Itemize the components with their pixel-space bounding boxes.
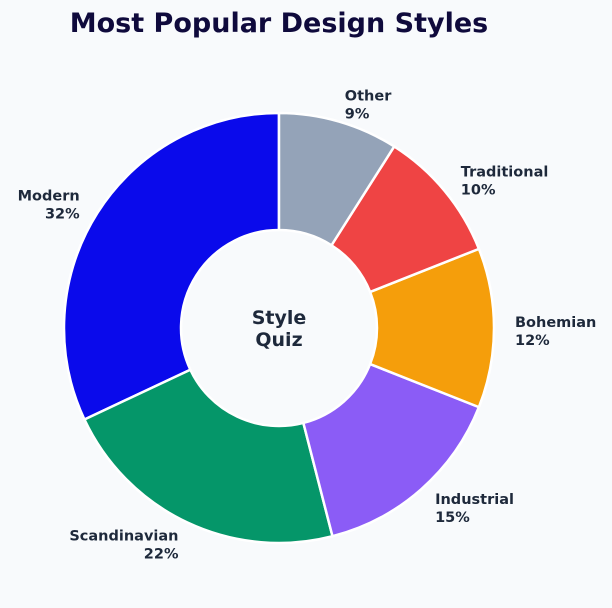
slice-label-industrial: Industrial <box>435 492 514 508</box>
slice-modern <box>62 111 281 421</box>
slice-bohemian <box>368 247 496 409</box>
slice-label-scandinavian: Scandinavian <box>69 529 178 545</box>
slice-label-modern: Modern <box>18 189 80 205</box>
slice-percent-other: 9% <box>345 106 370 122</box>
labels-group: Modern 32% Scandinavian 22% Industrial 15% Boh… <box>18 88 597 562</box>
slice-label-bohemian: Bohemian <box>515 315 596 331</box>
slice-percent-modern: 32% <box>45 207 80 223</box>
slices-group <box>62 111 496 545</box>
center-label-line-1: Style <box>252 307 307 329</box>
slice-industrial <box>302 362 481 538</box>
slice-scandinavian <box>83 368 334 545</box>
slice-label-traditional: Traditional <box>461 165 549 181</box>
slice-percent-scandinavian: 22% <box>144 547 179 563</box>
slice-percent-industrial: 15% <box>435 510 470 526</box>
slice-percent-bohemian: 12% <box>515 333 550 349</box>
slice-percent-traditional: 10% <box>461 183 496 199</box>
slice-other <box>277 111 396 247</box>
chart-title: Most Popular Design Styles <box>70 8 488 39</box>
slice-label-other: Other <box>345 88 392 104</box>
center-label-line-2: Quiz <box>255 329 302 351</box>
